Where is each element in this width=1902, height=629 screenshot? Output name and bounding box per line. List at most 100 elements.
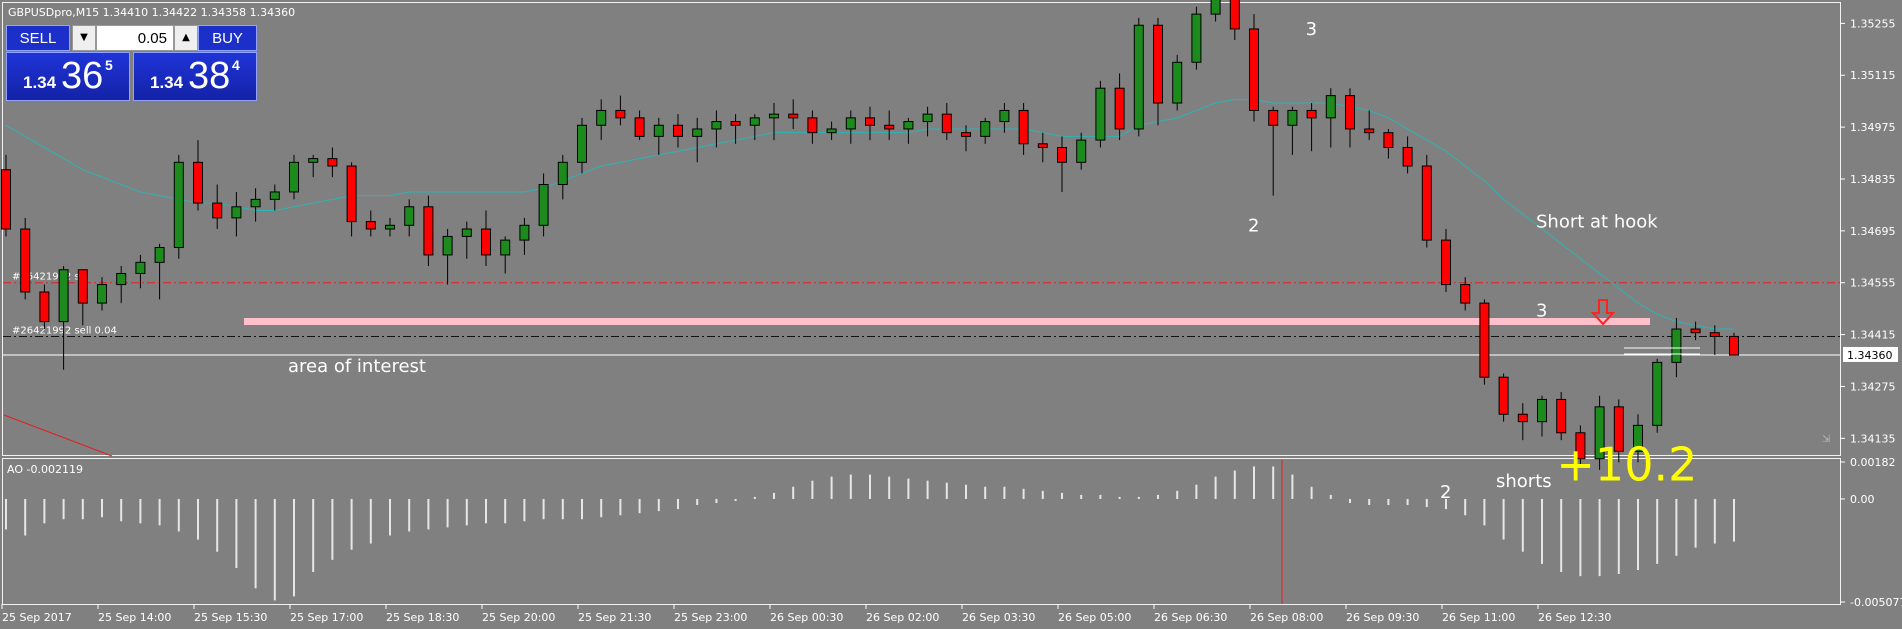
candle [519, 217, 530, 255]
candle [1345, 88, 1355, 148]
bear-candle-body [481, 228, 491, 256]
bull-candle-body [845, 117, 856, 130]
ask-price-fraction: 4 [232, 57, 240, 73]
bear-candle-body [1402, 146, 1413, 167]
bull-candle-body [749, 117, 760, 126]
bull-candle-body [596, 109, 607, 126]
y-tick-label: 1.34695 [1850, 225, 1896, 238]
bid-price-button[interactable]: 1.34 36 5 [6, 52, 130, 101]
chart-annotation: 2 [1248, 215, 1259, 236]
x-tick-label: 26 Sep 05:00 [1058, 611, 1131, 624]
candle [173, 154, 184, 259]
x-tick-label: 26 Sep 06:30 [1154, 611, 1227, 624]
indicator-pane-border [2, 458, 1841, 605]
y-tick-label: 1.34415 [1850, 329, 1896, 342]
bull-candle-body [231, 206, 242, 219]
bull-candle-body [1095, 87, 1106, 141]
candle [58, 266, 69, 370]
bull-candle-body [1633, 424, 1643, 452]
bear-candle-body [1729, 335, 1739, 356]
trade-level-label: #26421992 sell 0.04 [12, 325, 117, 336]
candle [500, 236, 511, 274]
candle [1057, 136, 1067, 192]
bull-candle-body [653, 124, 664, 137]
candle [1421, 154, 1432, 248]
candle [346, 162, 357, 237]
bear-candle-body [1306, 109, 1317, 119]
bear-candle-body [807, 117, 818, 134]
candle [1633, 414, 1643, 463]
bear-candle-body [1441, 239, 1451, 286]
candle [308, 154, 319, 178]
bull-candle-body [769, 113, 779, 119]
ask-price-button[interactable]: 1.34 38 4 [133, 52, 257, 101]
buy-button[interactable]: BUY [198, 25, 257, 51]
bear-candle-body [1613, 406, 1624, 452]
candle [1210, 0, 1221, 22]
bear-candle-body [1383, 132, 1394, 148]
x-tick-label: 25 Sep 21:30 [578, 611, 651, 624]
candle [884, 110, 895, 141]
candle [634, 110, 645, 141]
sell-button[interactable]: SELL [6, 25, 70, 51]
bull-candle-body [1537, 398, 1547, 423]
bull-candle-body [461, 228, 472, 237]
bear-candle-body [193, 161, 203, 204]
x-tick-label: 26 Sep 00:30 [770, 611, 843, 624]
y-tick-label: 1.35115 [1850, 69, 1896, 82]
x-tick-label: 26 Sep 03:30 [962, 611, 1035, 624]
y-tick-label: 1.34275 [1850, 380, 1896, 393]
bear-candle-body [1709, 332, 1720, 337]
bear-candle-body [615, 109, 626, 119]
bear-candle-body [39, 291, 50, 323]
bear-candle-body [884, 124, 895, 130]
bull-candle-body [1172, 61, 1183, 104]
candle [788, 99, 799, 129]
bull-candle-body [500, 239, 511, 256]
lot-size-input[interactable] [96, 25, 174, 51]
bull-candle-body [1594, 406, 1605, 460]
bear-candle-body [1460, 284, 1471, 304]
candle [461, 221, 472, 259]
ao-annotation: shorts [1496, 471, 1552, 492]
candle [1, 154, 11, 237]
bull-candle-body [154, 247, 165, 263]
candle [596, 99, 607, 141]
bear-candle-body [1229, 0, 1240, 30]
bear-candle-body [673, 124, 683, 137]
candle [692, 117, 703, 163]
chart-annotation: area of interest [288, 356, 426, 377]
candle [1402, 136, 1413, 174]
window-header: GBPUSDpro,M15 1.34410 1.34422 1.34358 1.… [8, 6, 295, 19]
candle [1594, 395, 1605, 470]
bull-candle-body [538, 184, 549, 226]
bull-candle-body [173, 161, 184, 249]
candle [1133, 17, 1144, 137]
current-price-tag [1843, 346, 1898, 362]
candle [1556, 392, 1567, 441]
bull-candle-body [269, 191, 280, 200]
bear-candle-body [1249, 28, 1259, 111]
candle [404, 199, 415, 237]
x-tick-label: 26 Sep 09:30 [1346, 611, 1419, 624]
candle [807, 110, 818, 144]
candle [231, 191, 242, 237]
bear-candle-body [212, 202, 223, 219]
candle [980, 117, 991, 144]
candle [1153, 17, 1163, 126]
lot-decrease-button[interactable]: ▼ [72, 25, 96, 51]
candle [1172, 54, 1183, 111]
candle [1575, 425, 1586, 467]
candle [961, 125, 971, 152]
candle [116, 266, 127, 304]
ao-tick-label: 0.00 [1850, 493, 1875, 506]
bull-candle-body [97, 284, 107, 304]
bear-candle-body [941, 113, 952, 134]
shift-icon[interactable]: ⇲ [1822, 434, 1831, 445]
candle [1652, 358, 1663, 433]
bear-candle-body [365, 221, 376, 230]
one-click-trading-panel: SELL ▼ ▲ BUY 1.34 36 5 1.34 38 4 [6, 25, 257, 101]
lot-increase-button[interactable]: ▲ [174, 25, 198, 51]
